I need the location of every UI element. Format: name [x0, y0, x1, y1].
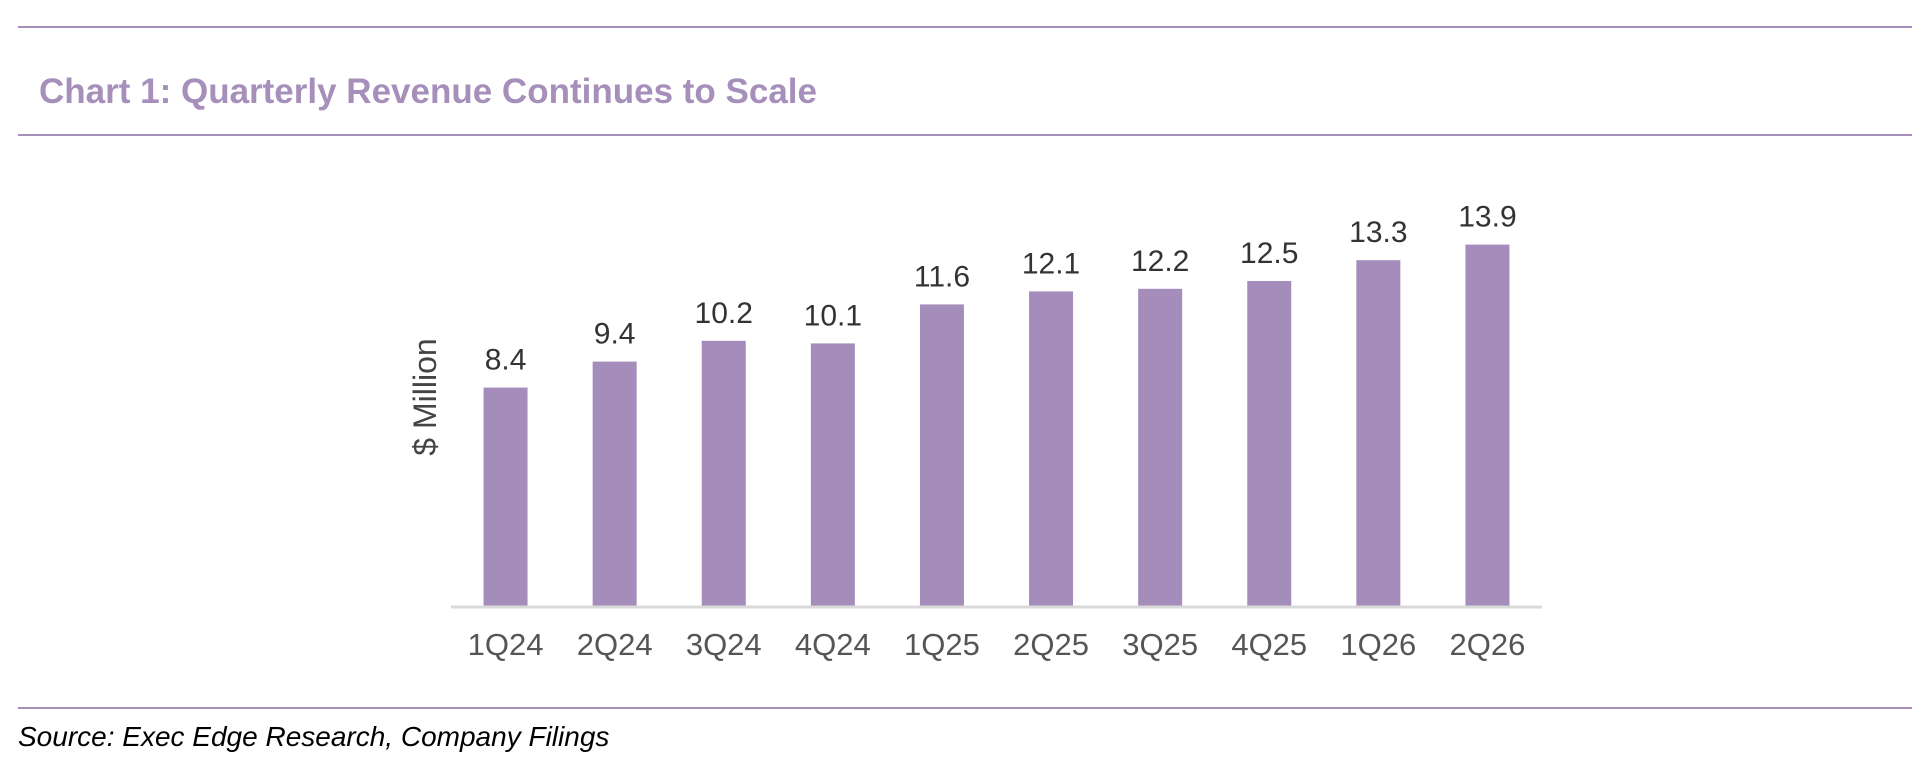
data-label-2Q25: 12.1 — [1022, 247, 1080, 280]
x-tick-2Q24: 2Q24 — [577, 627, 653, 662]
title-divider — [18, 134, 1912, 136]
data-label-4Q25: 12.5 — [1240, 237, 1298, 270]
x-tick-1Q26: 1Q26 — [1340, 627, 1416, 662]
bar-3Q24 — [701, 340, 746, 606]
data-label-1Q25: 11.6 — [914, 260, 970, 293]
bar-4Q24 — [810, 343, 855, 606]
data-label-2Q24: 9.4 — [594, 318, 636, 351]
x-tick-3Q25: 3Q25 — [1122, 627, 1198, 662]
x-tick-2Q26: 2Q26 — [1450, 627, 1526, 662]
bar-3Q25 — [1138, 288, 1183, 606]
data-label-1Q26: 13.3 — [1349, 216, 1407, 249]
x-tick-1Q25: 1Q25 — [904, 627, 980, 662]
bar-2Q25 — [1029, 291, 1074, 606]
data-labels: 8.4 9.4 10.2 10.1 11.6 12.1 12.2 12.5 13.3 13.9 — [485, 201, 1517, 377]
data-label-3Q24: 10.2 — [695, 297, 753, 330]
bar-2Q24 — [592, 361, 637, 606]
x-tick-2Q25: 2Q25 — [1013, 627, 1089, 662]
bar-4Q25 — [1247, 281, 1292, 606]
top-divider — [18, 26, 1912, 28]
data-label-3Q25: 12.2 — [1131, 245, 1189, 278]
bottom-divider — [18, 707, 1912, 709]
data-label-1Q24: 8.4 — [485, 344, 527, 377]
chart-title: Chart 1: Quarterly Revenue Continues to … — [39, 72, 817, 111]
bar-2Q26 — [1465, 244, 1510, 606]
x-tick-1Q24: 1Q24 — [468, 627, 544, 662]
bar-chart: 1Q24 2Q24 3Q24 4Q24 1Q25 2Q25 3Q25 4Q25 1Q26 2Q26… — [407, 201, 1542, 662]
bar-1Q24 — [483, 387, 528, 606]
source-note: Source: Exec Edge Research, Company Fili… — [18, 721, 610, 752]
x-tick-labels: 1Q24 2Q24 3Q24 4Q24 1Q25 2Q25 3Q25 4Q25 1Q26 2Q26 — [468, 627, 1526, 662]
y-axis-label: $ Million — [407, 338, 443, 455]
data-label-2Q26: 13.9 — [1458, 201, 1516, 234]
x-tick-4Q25: 4Q25 — [1231, 627, 1307, 662]
data-label-4Q24: 10.1 — [804, 299, 862, 332]
x-tick-3Q24: 3Q24 — [686, 627, 762, 662]
x-tick-4Q24: 4Q24 — [795, 627, 871, 662]
bar-group — [483, 244, 1510, 606]
bar-1Q26 — [1356, 260, 1401, 606]
bar-1Q25 — [919, 304, 964, 606]
